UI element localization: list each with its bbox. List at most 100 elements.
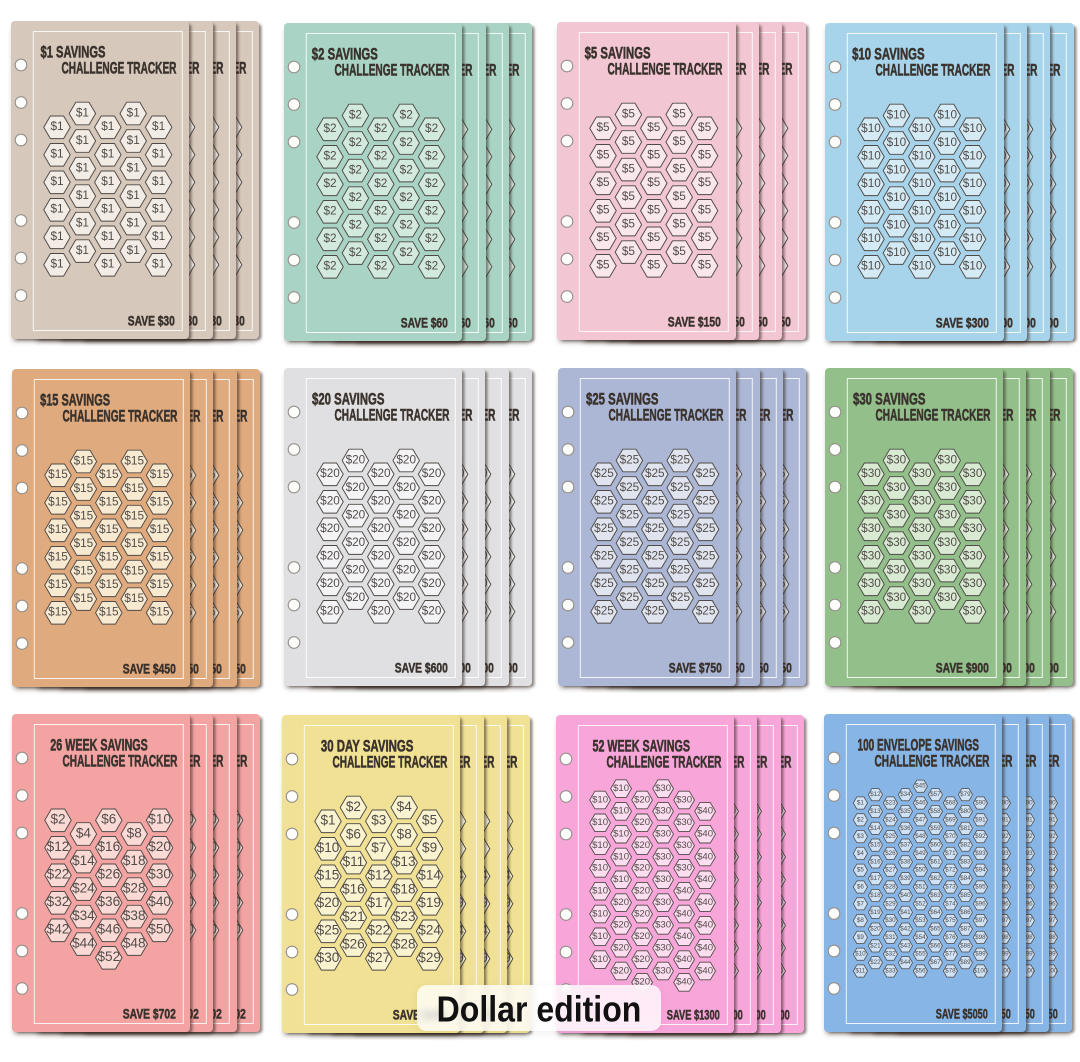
svg-text:$1: $1 — [51, 230, 64, 243]
svg-text:$85: $85 — [960, 892, 971, 899]
svg-text:$10: $10 — [887, 246, 907, 259]
svg-text:$10: $10 — [963, 177, 983, 190]
svg-text:$20: $20 — [320, 577, 340, 590]
svg-text:$2: $2 — [374, 204, 387, 217]
svg-text:$98: $98 — [1022, 934, 1033, 941]
svg-text:$15: $15 — [124, 509, 144, 522]
svg-text:$30: $30 — [937, 563, 957, 576]
svg-text:$15: $15 — [73, 564, 93, 577]
svg-text:$20: $20 — [613, 897, 629, 908]
svg-text:SAVE $30: SAVE $30 — [128, 314, 175, 329]
svg-text:$20: $20 — [870, 925, 881, 932]
svg-text:$30: $30 — [655, 897, 671, 908]
svg-text:$23: $23 — [885, 799, 896, 806]
svg-text:$1: $1 — [76, 162, 89, 175]
svg-text:$19: $19 — [418, 895, 441, 910]
svg-text:$10: $10 — [887, 191, 907, 204]
svg-text:$20: $20 — [396, 563, 416, 576]
svg-text:$53: $53 — [915, 917, 926, 924]
svg-text:$20: $20 — [345, 563, 365, 576]
svg-text:$5: $5 — [698, 231, 712, 244]
svg-text:$31: $31 — [885, 934, 896, 941]
svg-text:$30: $30 — [861, 577, 881, 590]
svg-text:$5: $5 — [673, 190, 687, 203]
svg-text:$20: $20 — [148, 839, 171, 854]
svg-text:CHALLENGE TRACKER: CHALLENGE TRACKER — [334, 406, 449, 424]
svg-text:$79: $79 — [960, 791, 971, 798]
svg-text:$77: $77 — [945, 951, 956, 958]
svg-text:$14: $14 — [870, 825, 881, 832]
svg-text:$89: $89 — [960, 959, 971, 966]
svg-text:$25: $25 — [317, 923, 340, 938]
svg-text:$25: $25 — [671, 591, 691, 604]
svg-text:$30: $30 — [655, 965, 671, 976]
svg-text:$20: $20 — [345, 480, 365, 493]
svg-text:$2: $2 — [857, 816, 864, 823]
svg-text:$22: $22 — [368, 923, 391, 938]
svg-text:$10: $10 — [613, 874, 629, 885]
svg-text:$40: $40 — [900, 892, 911, 899]
svg-text:$15: $15 — [150, 523, 170, 536]
svg-text:$52: $52 — [97, 949, 120, 964]
svg-text:$18: $18 — [393, 881, 416, 896]
svg-text:$30: $30 — [937, 508, 957, 521]
svg-text:$25: $25 — [594, 577, 614, 590]
svg-text:$10: $10 — [862, 150, 882, 163]
svg-text:$19: $19 — [870, 909, 881, 916]
svg-text:$7: $7 — [857, 900, 864, 907]
svg-text:$2: $2 — [374, 259, 387, 272]
svg-text:$30: $30 — [655, 783, 671, 794]
svg-text:$10: $10 — [938, 218, 958, 231]
svg-text:$3: $3 — [857, 833, 864, 840]
svg-text:$1: $1 — [152, 175, 165, 188]
svg-text:$5: $5 — [648, 258, 662, 271]
svg-text:$34: $34 — [900, 791, 911, 798]
svg-text:$5: $5 — [622, 107, 636, 120]
svg-text:$20: $20 — [634, 794, 650, 805]
svg-text:$2: $2 — [323, 259, 336, 272]
svg-text:$15: $15 — [124, 537, 144, 550]
svg-text:$78: $78 — [945, 967, 956, 974]
svg-text:$10: $10 — [912, 177, 932, 190]
svg-text:$20: $20 — [371, 494, 391, 507]
svg-text:$10 SAVINGS: $10 SAVINGS — [852, 45, 924, 63]
svg-text:$50: $50 — [148, 921, 171, 936]
svg-text:$67: $67 — [930, 959, 941, 966]
svg-text:$20: $20 — [613, 919, 629, 930]
svg-text:$25: $25 — [671, 481, 691, 494]
svg-text:$63: $63 — [930, 892, 941, 899]
svg-text:$72: $72 — [945, 867, 956, 874]
svg-text:$24: $24 — [418, 923, 441, 938]
svg-text:$15: $15 — [150, 606, 170, 619]
svg-text:$12: $12 — [870, 791, 881, 798]
svg-text:$30: $30 — [861, 604, 881, 617]
svg-text:$5: $5 — [698, 203, 712, 216]
svg-text:$91: $91 — [975, 816, 986, 823]
svg-text:$1: $1 — [51, 203, 64, 216]
svg-text:$40: $40 — [148, 894, 171, 909]
svg-text:$10: $10 — [963, 122, 983, 135]
svg-text:$15: $15 — [99, 578, 119, 591]
svg-text:$66: $66 — [930, 942, 941, 949]
svg-text:$40: $40 — [697, 805, 713, 816]
svg-text:$2: $2 — [400, 163, 413, 176]
svg-text:$15: $15 — [73, 592, 93, 605]
svg-text:$13: $13 — [393, 854, 416, 869]
svg-text:$40: $40 — [697, 897, 713, 908]
svg-text:$30: $30 — [937, 535, 957, 548]
svg-text:$1: $1 — [76, 244, 89, 257]
svg-text:$97: $97 — [998, 917, 1009, 924]
svg-text:$4: $4 — [76, 825, 92, 840]
svg-text:$44: $44 — [72, 935, 95, 950]
svg-text:$58: $58 — [930, 808, 941, 815]
svg-text:$14: $14 — [418, 868, 441, 883]
svg-text:$2: $2 — [323, 177, 336, 190]
svg-text:$5: $5 — [648, 231, 662, 244]
svg-text:$84: $84 — [960, 875, 971, 882]
svg-text:$40: $40 — [697, 874, 713, 885]
svg-text:$15: $15 — [73, 509, 93, 522]
svg-text:$86: $86 — [960, 909, 971, 916]
svg-text:$15: $15 — [48, 606, 68, 619]
svg-text:$5: $5 — [597, 121, 611, 134]
svg-text:$3: $3 — [371, 813, 386, 828]
